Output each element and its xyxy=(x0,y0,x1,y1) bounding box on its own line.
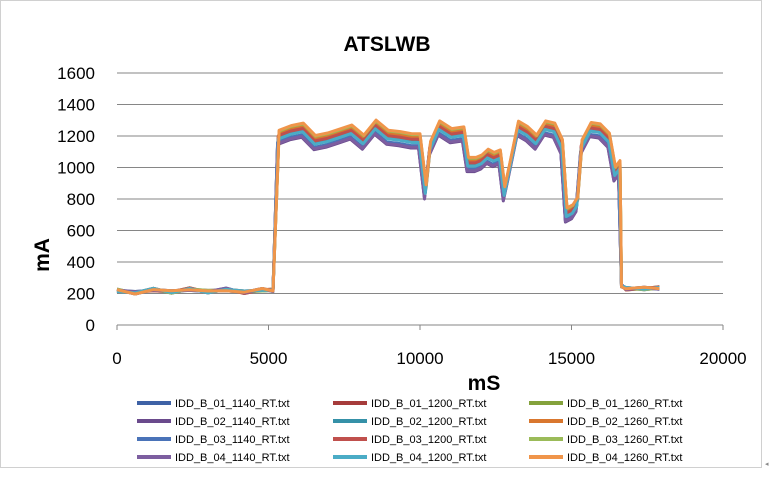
series-line xyxy=(116,124,660,296)
legend-label: IDD_B_01_1200_RT.txt xyxy=(371,398,486,410)
resize-corner-icon: ◂ xyxy=(765,461,769,468)
chart-frame: ATSLWB 0 200 400 600 800 1000 1200 1400 1600 0 50… xyxy=(0,0,762,468)
series-line xyxy=(116,119,660,295)
series-line xyxy=(116,132,660,295)
y-axis-label: mA xyxy=(31,238,54,272)
series-line xyxy=(116,130,660,296)
series-lines xyxy=(116,118,660,296)
series-line xyxy=(116,132,660,295)
legend-label: IDD_B_02_1260_RT.txt xyxy=(567,416,682,428)
chart-legend: IDD_B_01_1140_RT.txt IDD_B_01_1200_RT.txt… xyxy=(137,398,682,464)
series-line xyxy=(116,127,660,295)
series-line xyxy=(116,126,660,295)
legend-label: IDD_B_01_1260_RT.txt xyxy=(567,398,682,410)
y-tick-label: 1400 xyxy=(57,96,95,115)
series-line xyxy=(116,118,660,296)
series-line xyxy=(116,131,660,295)
legend-label: IDD_B_02_1200_RT.txt xyxy=(371,416,486,428)
y-tick-label: 1200 xyxy=(57,127,95,146)
x-axis-label: mS xyxy=(468,372,501,395)
chart-title: ATSLWB xyxy=(343,33,430,56)
legend-label: IDD_B_04_1140_RT.txt xyxy=(175,452,290,464)
y-tick-label: 1600 xyxy=(57,64,95,83)
x-axis-ticks: 0 5000 10000 15000 20000 xyxy=(112,325,747,368)
y-axis-ticks: 0 200 400 600 800 1000 1200 1400 1600 xyxy=(57,64,95,335)
y-tick-label: 800 xyxy=(67,190,95,209)
grid-lines xyxy=(117,72,723,294)
legend-label: IDD_B_03_1200_RT.txt xyxy=(371,434,486,446)
legend-label: IDD_B_04_1260_RT.txt xyxy=(567,452,682,464)
x-tick-label: 5000 xyxy=(250,349,288,368)
x-tick-label: 20000 xyxy=(699,349,746,368)
line-chart: ATSLWB 0 200 400 600 800 1000 1200 1400 1600 0 50… xyxy=(31,33,747,464)
x-tick-label: 0 xyxy=(112,349,121,368)
legend-label: IDD_B_03_1260_RT.txt xyxy=(567,434,682,446)
series-line xyxy=(116,124,660,295)
x-tick-label: 10000 xyxy=(396,349,443,368)
legend-label: IDD_B_04_1200_RT.txt xyxy=(371,452,486,464)
legend-label: IDD_B_03_1140_RT.txt xyxy=(175,434,290,446)
x-tick-label: 15000 xyxy=(548,349,595,368)
y-tick-label: 1000 xyxy=(57,159,95,178)
legend-label: IDD_B_02_1140_RT.txt xyxy=(175,416,290,428)
y-tick-label: 200 xyxy=(67,285,95,304)
y-tick-label: 400 xyxy=(67,253,95,272)
legend-label: IDD_B_01_1140_RT.txt xyxy=(175,398,290,410)
series-line xyxy=(116,120,660,295)
y-tick-label: 600 xyxy=(67,222,95,241)
y-tick-label: 0 xyxy=(86,316,95,335)
series-line xyxy=(116,121,660,295)
